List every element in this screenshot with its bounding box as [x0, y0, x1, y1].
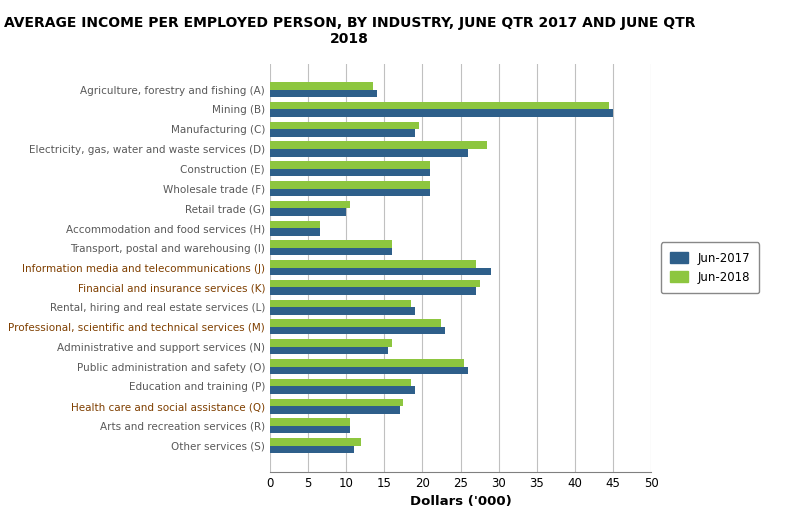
Bar: [270, 307, 414, 315]
Bar: [270, 418, 350, 426]
Text: AVERAGE INCOME PER EMPLOYED PERSON, BY INDUSTRY, JUNE QTR 2017 AND JUNE QTR
2018: AVERAGE INCOME PER EMPLOYED PERSON, BY I…: [4, 16, 695, 46]
Bar: [270, 161, 430, 169]
Bar: [270, 228, 319, 236]
Bar: [270, 181, 430, 189]
Bar: [270, 208, 346, 216]
Bar: [270, 248, 392, 255]
Bar: [270, 129, 414, 137]
Bar: [270, 386, 414, 394]
Bar: [270, 142, 488, 149]
Bar: [270, 169, 430, 176]
Bar: [270, 201, 350, 208]
Bar: [270, 90, 376, 97]
Bar: [270, 268, 491, 275]
Bar: [270, 406, 399, 413]
Bar: [270, 220, 319, 228]
X-axis label: Dollars ('000): Dollars ('000): [410, 495, 511, 508]
Bar: [270, 189, 430, 196]
Bar: [270, 260, 476, 268]
Legend: Jun-2017, Jun-2018: Jun-2017, Jun-2018: [661, 242, 759, 293]
Bar: [270, 82, 373, 90]
Bar: [270, 426, 350, 434]
Bar: [270, 320, 441, 327]
Bar: [270, 102, 609, 109]
Bar: [270, 379, 411, 386]
Bar: [270, 438, 361, 446]
Bar: [270, 327, 445, 334]
Bar: [270, 241, 392, 248]
Bar: [270, 109, 613, 117]
Bar: [270, 347, 388, 354]
Bar: [270, 399, 403, 406]
Bar: [270, 367, 468, 374]
Bar: [270, 280, 480, 287]
Bar: [270, 287, 476, 295]
Bar: [270, 122, 418, 129]
Bar: [270, 446, 354, 453]
Bar: [270, 299, 411, 307]
Bar: [270, 149, 468, 156]
Bar: [270, 339, 392, 347]
Bar: [270, 359, 464, 367]
